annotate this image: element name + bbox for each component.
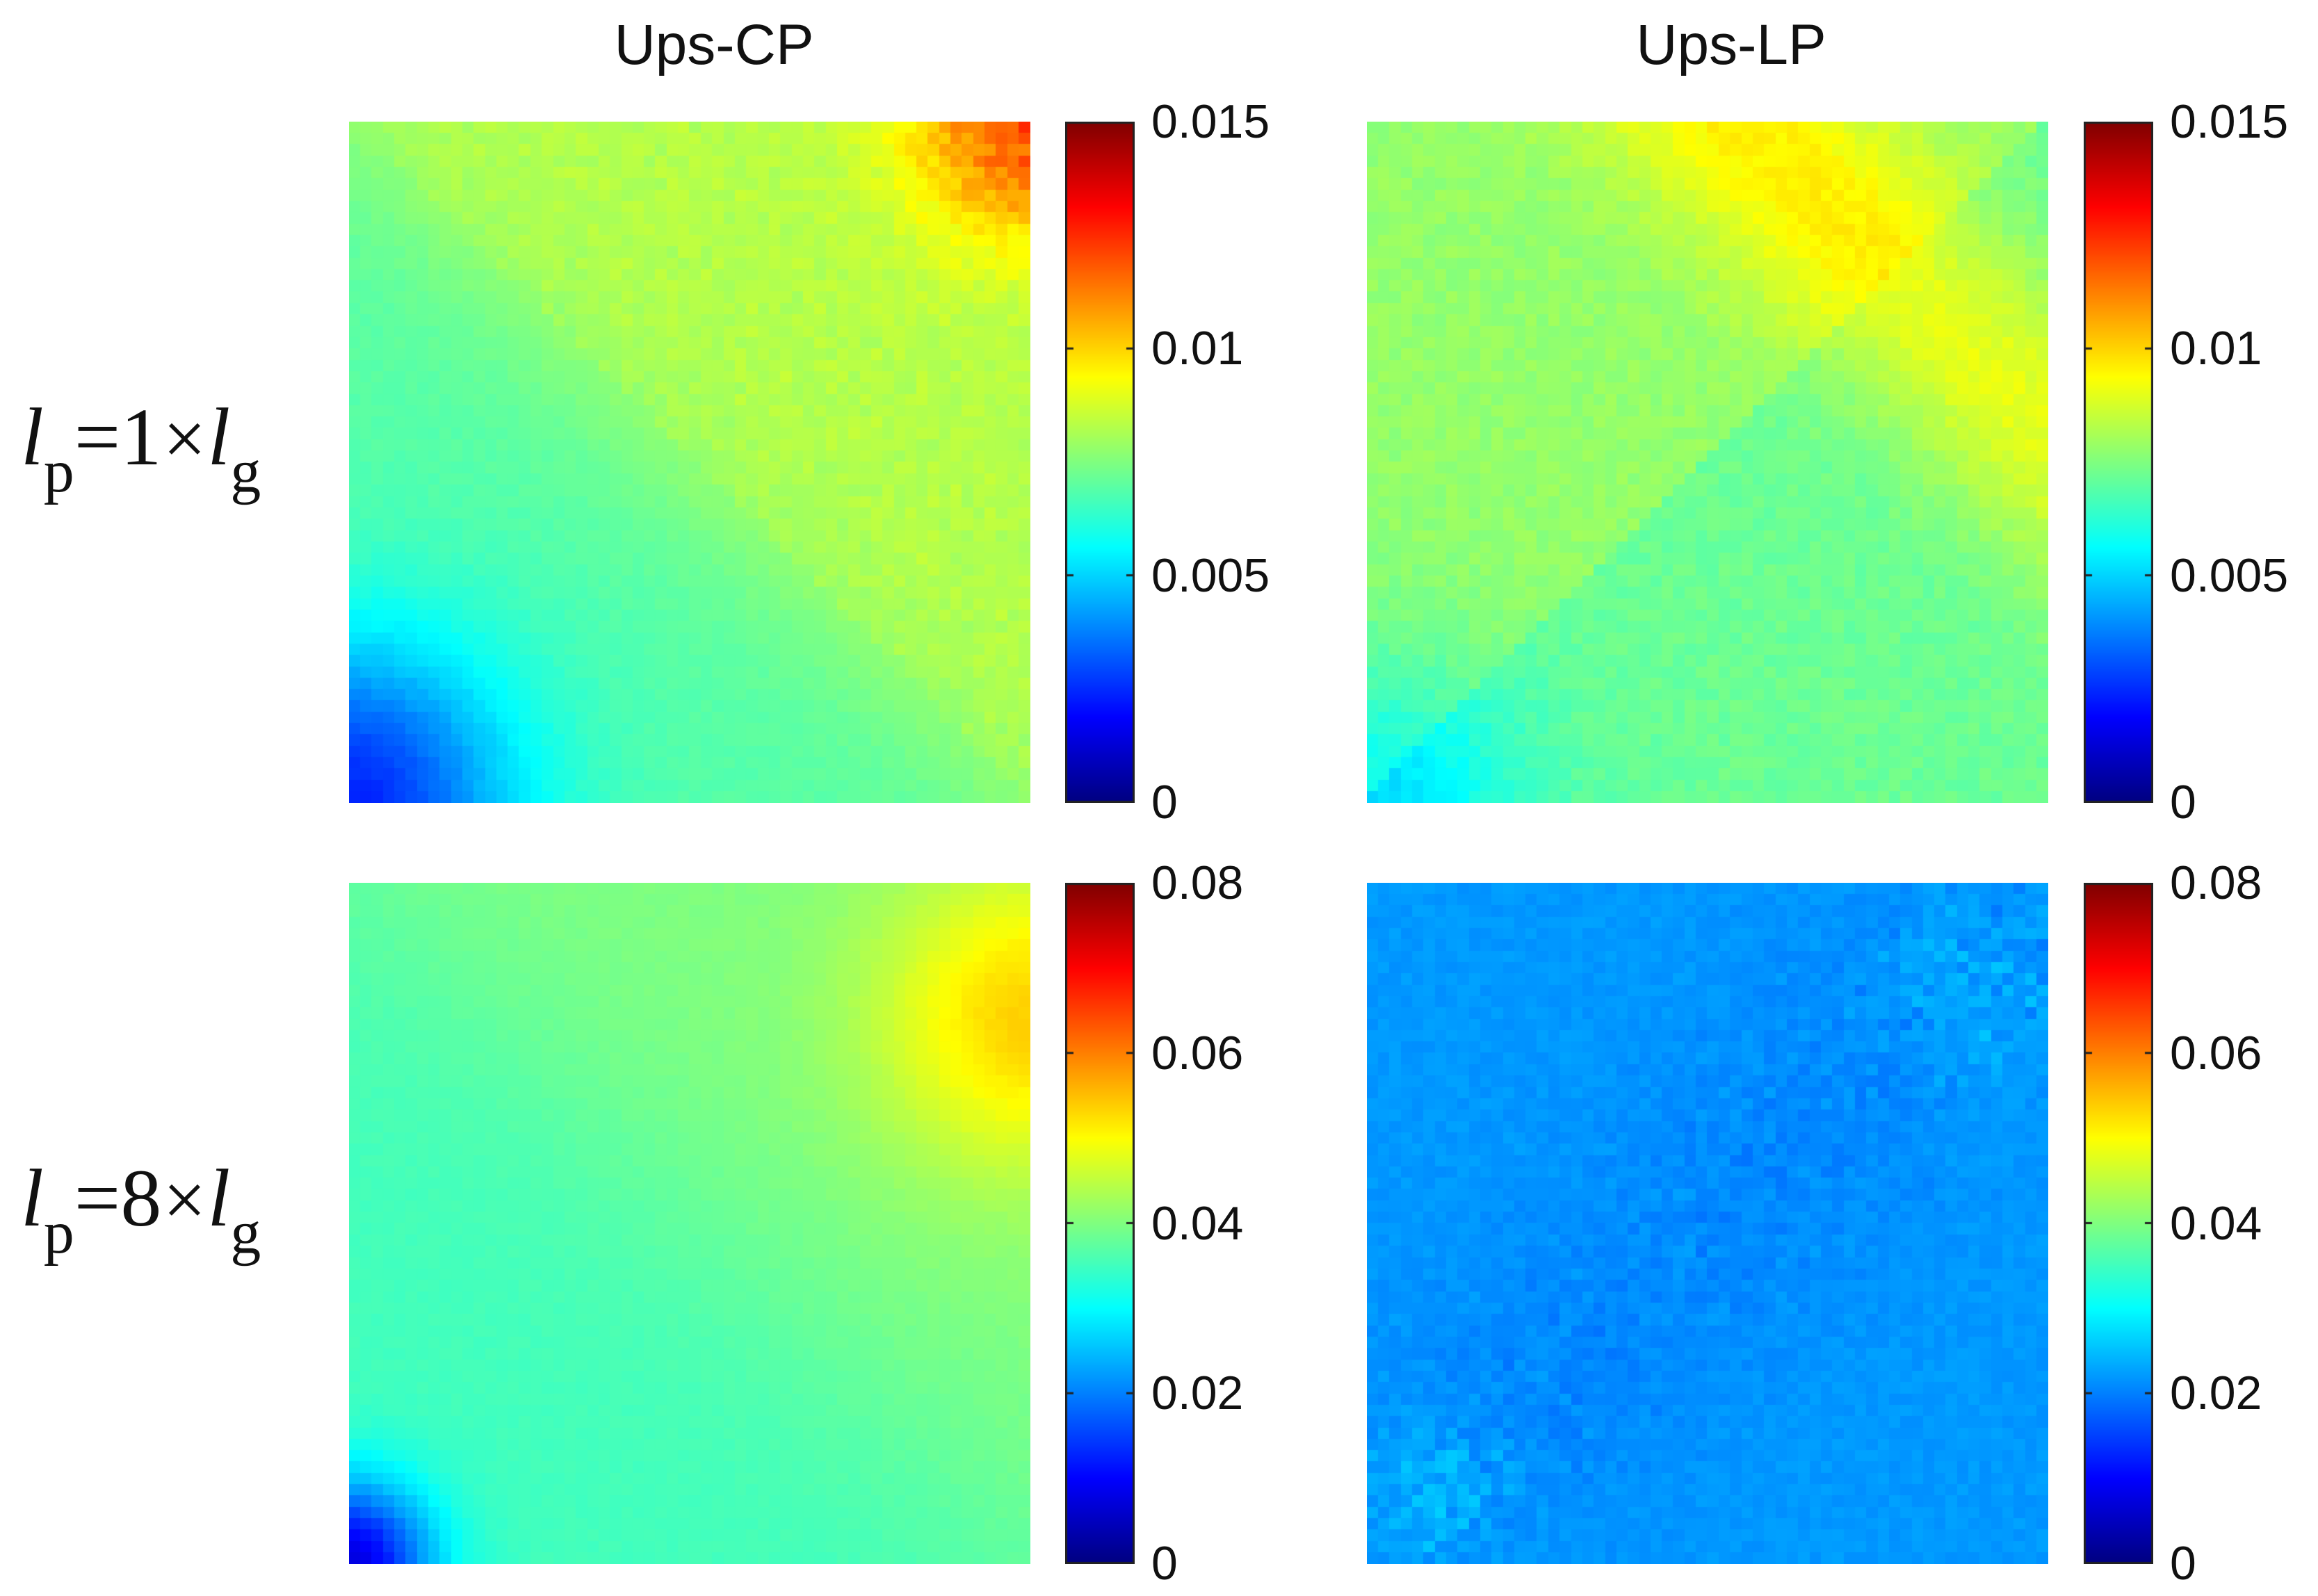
row-label-times: × (163, 1157, 206, 1242)
colorbar-ups-cp-lp8 (1065, 883, 1135, 1564)
colorbar-ups-lp-lp1 (2084, 122, 2153, 803)
row-label-var: l (21, 1153, 44, 1244)
row-label-sub-right: g (230, 438, 261, 506)
colorbar-tick-label: 0 (1151, 1537, 1178, 1590)
row-label-var: l (21, 391, 44, 482)
colorbar-tick-label: 0.005 (1151, 548, 1270, 602)
row-label-sub-right: g (230, 1199, 261, 1267)
colorbar-tick-label: 0 (1151, 776, 1178, 829)
colorbar-tick-label: 0.01 (1151, 322, 1244, 375)
colorbar-tick-label: 0.015 (1151, 95, 1270, 148)
colorbar-tick-label: 0.04 (1151, 1196, 1244, 1250)
colorbar-tick-label: 0.06 (2170, 1026, 2262, 1080)
colorbar-ups-lp-lp8 (2084, 883, 2153, 1564)
colorbar-tick-label: 0.08 (2170, 856, 2262, 909)
row-label-eq: = (74, 391, 121, 482)
column-title-ups-cp: Ups-CP (614, 13, 814, 76)
colorbar-tick-label: 0 (2170, 776, 2196, 829)
heatmap-ups-lp-lp1 (1367, 122, 2048, 803)
row-label-eq: = (74, 1153, 121, 1244)
colorbar-tick-label: 0.04 (2170, 1196, 2262, 1250)
row-label-factor: 1 (120, 391, 162, 482)
colorbar-tick-label: 0.005 (2170, 548, 2289, 602)
colorbar-tick-label: 0 (2170, 1537, 2196, 1590)
row-label-factor: 8 (120, 1153, 162, 1244)
colorbar-tick-label: 0.06 (1151, 1026, 1244, 1080)
colorbar-tick-label: 0.01 (2170, 322, 2262, 375)
colorbar-tick-label: 0.08 (1151, 856, 1244, 909)
row-label-var2: l (207, 1153, 231, 1244)
column-title-ups-lp: Ups-LP (1636, 13, 1826, 76)
heatmap-ups-cp-lp1 (349, 122, 1030, 803)
row-label-sub-left: p (43, 1199, 74, 1267)
row-label-times: × (163, 396, 206, 481)
colorbar-tick-label: 0.02 (1151, 1367, 1244, 1420)
row-label-var2: l (207, 391, 231, 482)
row-label-lp-1: lp=1×lg (21, 396, 261, 503)
colorbar-tick-label: 0.015 (2170, 95, 2289, 148)
colorbar-ups-cp-lp1 (1065, 122, 1135, 803)
heatmap-ups-cp-lp8 (349, 883, 1030, 1564)
heatmap-ups-lp-lp8 (1367, 883, 2048, 1564)
row-label-sub-left: p (43, 438, 74, 506)
colorbar-tick-label: 0.02 (2170, 1367, 2262, 1420)
row-label-lp-8: lp=8×lg (21, 1157, 261, 1264)
